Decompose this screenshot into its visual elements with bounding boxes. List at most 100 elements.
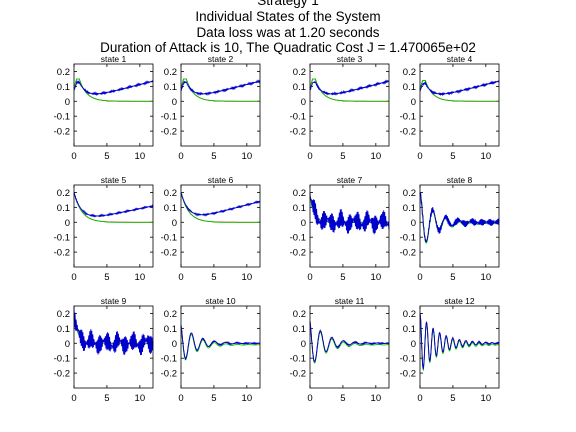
series-blue-line	[309, 79, 390, 96]
x-tick-label: 10	[135, 151, 146, 162]
series-green-line	[309, 78, 389, 102]
x-tick-label: 10	[135, 393, 146, 404]
x-tick-label: 0	[307, 151, 312, 162]
y-tick-label: -0.2	[400, 127, 416, 138]
y-tick-label: 0.1	[57, 324, 70, 335]
subplot-title: state 5	[101, 175, 127, 185]
x-tick-label: 5	[450, 393, 455, 404]
y-tick-label: 0.2	[164, 309, 177, 320]
y-tick-label: 0.2	[403, 67, 416, 78]
subplot-title: state 11	[335, 296, 365, 306]
x-tick-label: 10	[242, 393, 253, 404]
y-tick-label: -0.1	[400, 354, 416, 365]
x-tick-label: 10	[371, 272, 382, 283]
axes-frame	[180, 305, 261, 389]
y-tick-label: 0.2	[403, 188, 416, 199]
y-tick-label: 0.2	[164, 67, 177, 78]
x-tick-label: 5	[211, 151, 216, 162]
subplot-11: state 11 -0.2 -0.1 0 0.1 0.2 0 5 10	[290, 296, 390, 404]
series-green-line	[419, 79, 499, 102]
x-tick-label: 10	[481, 272, 492, 283]
y-tick-label: -0.1	[54, 233, 70, 244]
y-tick-label: -0.2	[290, 127, 306, 138]
y-tick-label: 0.1	[293, 82, 306, 93]
x-tick-label: 10	[481, 151, 492, 162]
x-tick-label: 10	[371, 151, 382, 162]
series-green-line	[73, 78, 153, 102]
x-tick-label: 0	[178, 393, 183, 404]
y-tick-label: -0.1	[400, 233, 416, 244]
series-blue-line	[73, 306, 154, 356]
y-tick-label: 0.1	[293, 203, 306, 214]
y-tick-label: -0.1	[161, 233, 177, 244]
y-tick-label: 0.2	[293, 309, 306, 320]
x-tick-label: 0	[178, 151, 183, 162]
axes-frame	[309, 63, 390, 147]
y-tick-label: -0.2	[400, 248, 416, 259]
y-tick-label: -0.1	[54, 112, 70, 123]
y-tick-label: -0.2	[400, 369, 416, 380]
subplot-8: state 8 -0.2 -0.1 0 0.1 0.2 0 5 10	[400, 175, 500, 283]
y-tick-label: -0.2	[290, 369, 306, 380]
y-tick-label: -0.2	[161, 369, 177, 380]
subplot-2: state 2 -0.2 -0.1 0 0.1 0.2 0 5 10	[161, 54, 261, 162]
x-tick-label: 10	[135, 272, 146, 283]
subplot-grid: state 1 -0.2 -0.1 0 0.1 0.2 0 5 10 state 2 -0.2 -0.…	[54, 54, 500, 404]
y-tick-label: -0.2	[54, 369, 70, 380]
x-tick-label: 5	[104, 272, 109, 283]
figure-title-line-1: Strategy 1	[257, 0, 319, 8]
y-tick-label: 0	[172, 339, 177, 350]
x-tick-label: 0	[71, 151, 76, 162]
y-tick-label: -0.2	[54, 248, 70, 259]
series-blue-line	[419, 80, 500, 97]
series-blue-line	[180, 325, 261, 361]
y-tick-label: 0.1	[403, 82, 416, 93]
x-tick-label: 5	[340, 393, 345, 404]
series-blue-line	[73, 192, 154, 218]
x-tick-label: 10	[371, 393, 382, 404]
y-tick-label: -0.2	[54, 127, 70, 138]
axes-frame	[180, 63, 261, 147]
x-tick-label: 5	[450, 272, 455, 283]
y-tick-label: 0	[301, 218, 306, 229]
x-tick-label: 0	[417, 272, 422, 283]
subplot-3: state 3 -0.2 -0.1 0 0.1 0.2 0 5 10	[290, 54, 390, 162]
y-tick-label: 0.2	[57, 67, 70, 78]
x-tick-label: 0	[417, 151, 422, 162]
subplot-title: state 10	[205, 296, 236, 306]
y-tick-label: 0	[411, 218, 416, 229]
axes-frame	[419, 184, 500, 268]
series-red-line	[180, 324, 260, 360]
subplot-4: state 4 -0.2 -0.1 0 0.1 0.2 0 5 10	[400, 54, 500, 162]
axes-frame	[309, 305, 390, 389]
series-red-line	[419, 192, 499, 243]
y-tick-label: 0	[65, 97, 70, 108]
axes-frame	[73, 184, 154, 268]
x-tick-label: 0	[307, 272, 312, 283]
x-tick-label: 5	[340, 151, 345, 162]
y-tick-label: 0.1	[164, 203, 177, 214]
subplot-10: state 10 -0.2 -0.1 0 0.1 0.2 0 5 10	[161, 296, 261, 404]
x-tick-label: 0	[71, 393, 76, 404]
series-blue-line	[73, 80, 154, 96]
x-tick-label: 5	[104, 151, 109, 162]
subplot-title: state 1	[101, 54, 127, 64]
y-tick-label: 0.1	[164, 82, 177, 93]
x-tick-label: 5	[340, 272, 345, 283]
y-tick-label: 0.2	[164, 188, 177, 199]
y-tick-label: 0.2	[403, 309, 416, 320]
y-tick-label: 0.1	[164, 324, 177, 335]
x-tick-label: 0	[417, 393, 422, 404]
series-green-line	[180, 78, 260, 102]
series-blue-line	[419, 313, 500, 371]
subplot-title: state 3	[337, 54, 363, 64]
x-tick-label: 0	[71, 272, 76, 283]
y-tick-label: 0.2	[293, 67, 306, 78]
x-tick-label: 10	[242, 272, 253, 283]
y-tick-label: 0	[301, 339, 306, 350]
y-tick-label: 0	[65, 339, 70, 350]
axes-frame	[419, 305, 500, 389]
subplot-title: state 2	[208, 54, 234, 64]
y-tick-label: 0.2	[293, 188, 306, 199]
